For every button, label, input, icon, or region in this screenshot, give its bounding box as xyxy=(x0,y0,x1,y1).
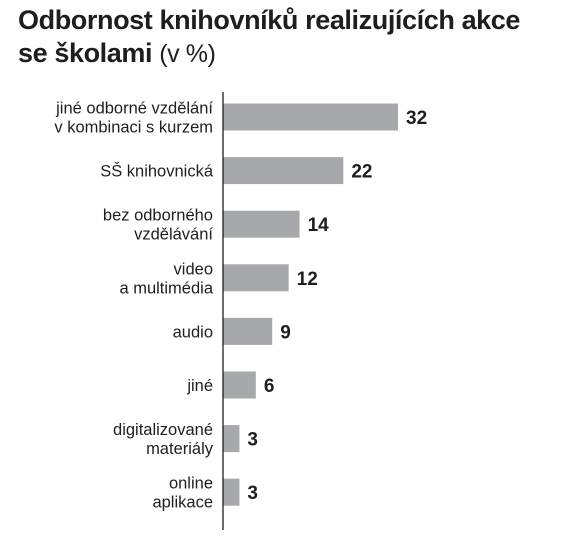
category-label: jiné odborné vzdělání v kombinaci s kurze… xyxy=(54,100,213,137)
category-label: online aplikace xyxy=(152,475,213,512)
category-label-line: audio xyxy=(173,323,213,341)
category-label-line: jiné odborné vzdělání xyxy=(55,100,213,118)
bar-value-label: 3 xyxy=(247,483,258,504)
bar-group: 3 digitalizované materiály xyxy=(113,421,258,458)
bar xyxy=(223,103,398,131)
bar xyxy=(223,210,300,238)
bar xyxy=(223,317,273,345)
bar xyxy=(223,157,344,185)
bar-value-label: 9 xyxy=(280,322,291,343)
bar-group: 32 jiné odborné vzdělání v kombinaci s kur… xyxy=(54,100,427,137)
bar-group: 3 online aplikace xyxy=(152,475,258,512)
category-label: bez odborného vzdělávání xyxy=(103,207,214,244)
category-label: digitalizované materiály xyxy=(113,421,214,458)
category-label: jiné xyxy=(186,377,213,395)
chart-title-main: Odbornost knihovníků realizujících akce … xyxy=(18,5,521,68)
bar xyxy=(223,478,240,506)
bar-group: 12 video a multimédia xyxy=(119,260,317,297)
bar xyxy=(223,264,289,292)
bar-value-label: 6 xyxy=(264,376,275,397)
bar xyxy=(223,425,240,453)
category-label-line: bez odborného xyxy=(103,207,213,225)
chart-title: Odbornost knihovníků realizujících akce … xyxy=(18,4,548,71)
bar-value-label: 14 xyxy=(308,215,330,236)
chart-title-unit: (v %) xyxy=(159,40,216,68)
bar-value-label: 3 xyxy=(247,430,258,451)
category-label-line: materiály xyxy=(146,440,214,458)
category-label-line: a multimédia xyxy=(119,279,213,297)
bar-value-label: 22 xyxy=(351,162,372,183)
bar-group: 22 SŠ knihovnická xyxy=(100,157,372,185)
category-label-line: digitalizované xyxy=(113,421,213,439)
bar-value-label: 32 xyxy=(406,108,427,129)
category-label-line: SŠ knihovnická xyxy=(100,162,214,181)
bars-layer: 32 jiné odborné vzdělání v kombinaci s kur… xyxy=(54,100,427,512)
category-label: SŠ knihovnická xyxy=(100,162,214,181)
category-label: audio xyxy=(173,323,213,341)
bar xyxy=(223,371,256,399)
category-label-line: v kombinaci s kurzem xyxy=(54,119,213,137)
category-label-line: online xyxy=(169,475,213,493)
bar-group: 6 jiné xyxy=(186,371,275,399)
bar-value-label: 12 xyxy=(297,269,318,290)
bar-group: 9 audio xyxy=(173,317,291,345)
category-label-line: aplikace xyxy=(152,494,213,512)
category-label: video a multimédia xyxy=(119,260,213,297)
bar-group: 14 bez odborného vzdělávání xyxy=(103,207,329,244)
category-label-line: vzdělávání xyxy=(134,226,213,244)
category-label-line: video xyxy=(174,260,213,278)
category-label-line: jiné xyxy=(186,377,213,395)
